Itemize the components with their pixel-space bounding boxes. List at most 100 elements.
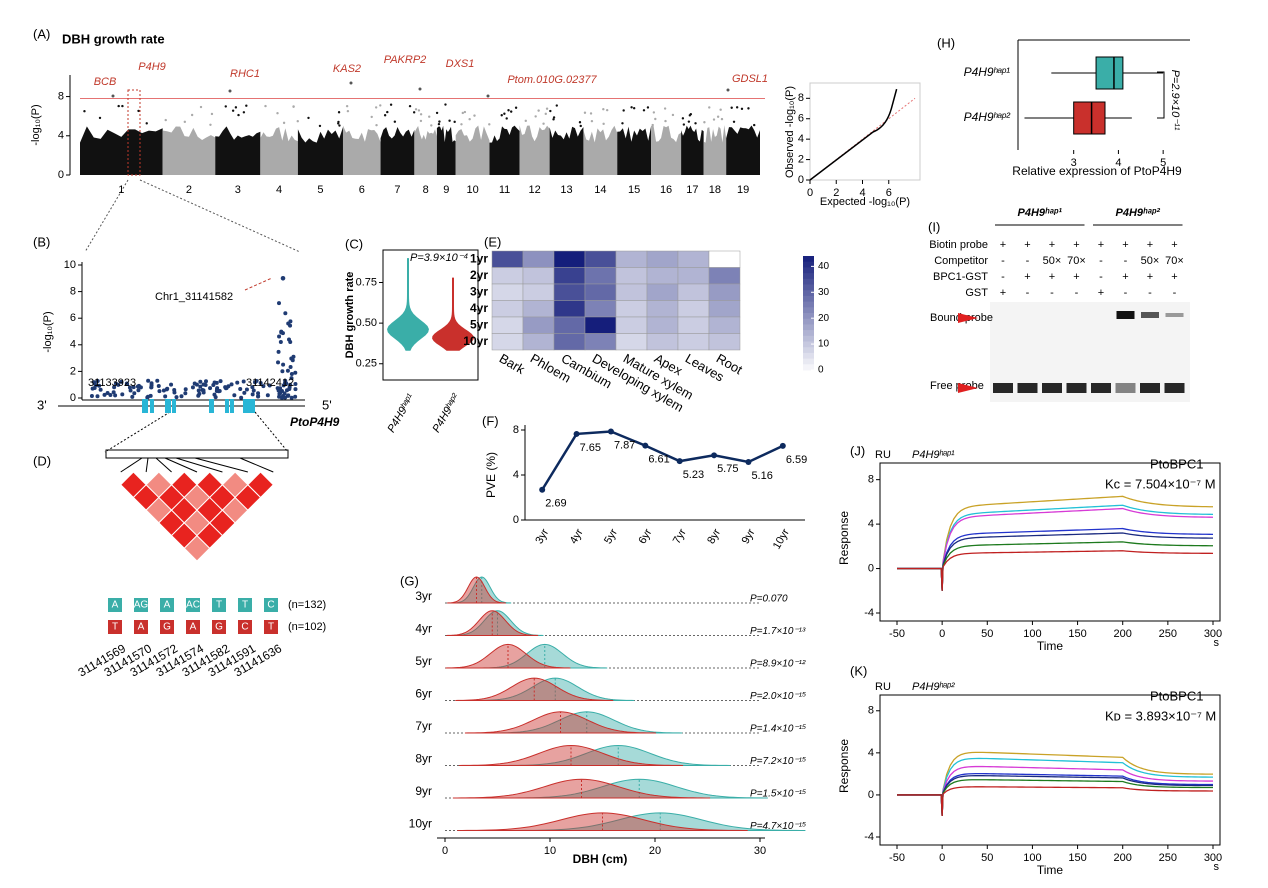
plot-frame xyxy=(879,694,1221,846)
colorbar-step xyxy=(803,313,814,320)
gene-label: GDSL1 xyxy=(732,73,768,85)
row-label: 8yr xyxy=(415,752,432,766)
point xyxy=(417,109,421,112)
heat-cell xyxy=(646,267,679,285)
x-tick-label: 100 xyxy=(1023,852,1041,864)
heat-cell xyxy=(677,333,710,351)
point xyxy=(253,380,258,385)
chromosome-label: 14 xyxy=(594,184,606,196)
sensorgram xyxy=(897,751,1214,816)
allele-box xyxy=(238,598,252,612)
panel-label: (C) xyxy=(345,236,363,251)
point xyxy=(428,115,431,118)
row-label: 2yr xyxy=(470,268,488,282)
point xyxy=(374,106,378,109)
line-marker xyxy=(573,430,580,437)
sensorgram xyxy=(897,504,1214,591)
panel-label: (D) xyxy=(33,453,51,468)
point xyxy=(105,391,110,396)
chromosome-label: 15 xyxy=(628,184,640,196)
hap-count: (n=102) xyxy=(288,621,326,633)
point xyxy=(183,120,187,124)
point xyxy=(514,106,518,109)
point xyxy=(223,385,228,390)
y-axis-label: Response xyxy=(837,511,851,565)
box xyxy=(1073,101,1106,135)
x-tick-label: 250 xyxy=(1159,852,1177,864)
peak-point xyxy=(349,81,353,85)
point xyxy=(237,113,240,117)
panel-label: (E) xyxy=(484,234,501,249)
x-tick-label: 150 xyxy=(1068,852,1086,864)
point xyxy=(117,104,120,108)
colorbar-step xyxy=(803,335,814,342)
point xyxy=(157,389,162,394)
point xyxy=(719,108,722,111)
y-tick-label: 8 xyxy=(58,90,64,102)
point xyxy=(279,395,284,400)
heat-cell xyxy=(584,250,617,268)
colorbar-step xyxy=(803,318,814,325)
point xyxy=(276,301,281,306)
exon xyxy=(230,399,234,413)
density xyxy=(445,643,571,669)
panel-label: (A) xyxy=(33,26,50,41)
chromosome-label: 9 xyxy=(443,184,449,196)
panel-label: (F) xyxy=(482,413,499,428)
allele-box xyxy=(186,620,200,634)
heat-cell xyxy=(646,283,679,301)
heat-cell xyxy=(646,250,679,268)
point xyxy=(288,340,293,345)
point xyxy=(708,106,711,109)
free-band xyxy=(1091,383,1111,393)
point xyxy=(579,124,582,128)
point xyxy=(277,391,282,396)
point xyxy=(234,106,238,109)
point xyxy=(283,311,288,316)
heat-cell xyxy=(708,316,741,334)
point xyxy=(215,388,220,393)
point xyxy=(663,107,667,110)
cell: + xyxy=(1122,239,1128,251)
allele: T xyxy=(112,622,118,633)
colorbar-step xyxy=(803,352,814,360)
x-tick-label: 3yr xyxy=(533,527,551,547)
p-value: P=2.9×10⁻¹¹ xyxy=(1169,70,1181,131)
point xyxy=(192,381,197,386)
heat-cell xyxy=(522,283,555,301)
x-axis-label: Relative expression of PtoP4H9 xyxy=(1012,164,1182,178)
point xyxy=(473,114,476,117)
heat-cell xyxy=(708,283,741,301)
point xyxy=(545,107,549,110)
point xyxy=(127,385,132,390)
allele-box xyxy=(238,620,252,634)
x-tick-label: 10yr xyxy=(771,527,792,552)
point xyxy=(720,117,724,121)
column-label: Bark xyxy=(497,351,528,378)
point xyxy=(509,110,513,113)
panel-label: (I) xyxy=(928,219,940,234)
plot-frame xyxy=(879,462,1221,622)
point xyxy=(121,104,124,108)
x-unit: s xyxy=(1214,637,1220,649)
point xyxy=(131,385,136,390)
point xyxy=(292,105,295,108)
density xyxy=(476,677,635,701)
row-label: 10yr xyxy=(409,817,432,831)
chromosome-label: 3 xyxy=(235,184,241,196)
group-label: P4H9ʰᵃᵖ² xyxy=(1116,207,1161,219)
point xyxy=(730,106,733,109)
p-value: P=0.070 xyxy=(750,594,788,605)
y-tick-label: 2 xyxy=(798,153,804,165)
chromosome-label: 16 xyxy=(660,184,672,196)
point xyxy=(747,107,750,110)
allele: G xyxy=(215,622,223,633)
point xyxy=(90,386,95,391)
point xyxy=(235,380,240,385)
x-tick-label: 250 xyxy=(1159,628,1177,640)
y-tick-label: 10 xyxy=(64,259,76,271)
point xyxy=(83,110,86,113)
sensorgram xyxy=(897,495,1214,591)
exon xyxy=(142,399,148,413)
heat-cell xyxy=(708,333,741,351)
